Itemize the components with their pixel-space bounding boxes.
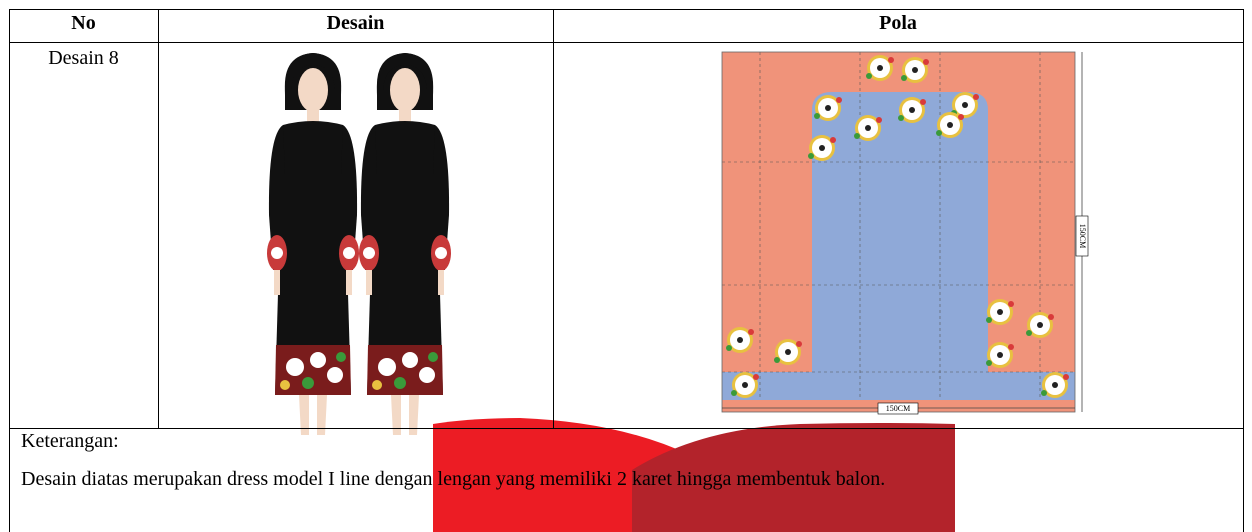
pattern-side-label: 150CM <box>1078 224 1087 248</box>
watermark-logo-part <box>632 423 955 532</box>
dress-illustration-part <box>359 53 451 435</box>
table-border <box>9 428 1244 429</box>
table-border <box>553 9 554 429</box>
table-border <box>9 9 1244 10</box>
dress-illustration-part <box>267 53 359 435</box>
pattern-illustration-part <box>812 92 1075 400</box>
table-border <box>9 9 10 532</box>
pattern-illustration-part <box>877 402 919 415</box>
header-cell: Desain <box>326 12 385 34</box>
header-cell: Pola <box>879 12 917 34</box>
pattern-bottom-label: 150CM <box>886 404 910 413</box>
watermark-logo-part <box>433 418 690 532</box>
dress-illustration <box>267 53 451 435</box>
watermark-logo <box>433 418 955 532</box>
row-label: Desain 8 <box>48 47 119 69</box>
note-title: Keterangan: <box>21 430 119 452</box>
table-border <box>1243 9 1244 532</box>
table-border <box>158 9 159 429</box>
table-border <box>9 42 1244 43</box>
pattern-illustration: 150CM 150CM <box>721 51 1089 415</box>
header-cell: No <box>71 12 96 34</box>
pattern-illustration-part <box>1075 215 1089 257</box>
pattern-illustration-part <box>722 52 1075 400</box>
note-text: Desain diatas merupakan dress model I li… <box>21 468 886 490</box>
